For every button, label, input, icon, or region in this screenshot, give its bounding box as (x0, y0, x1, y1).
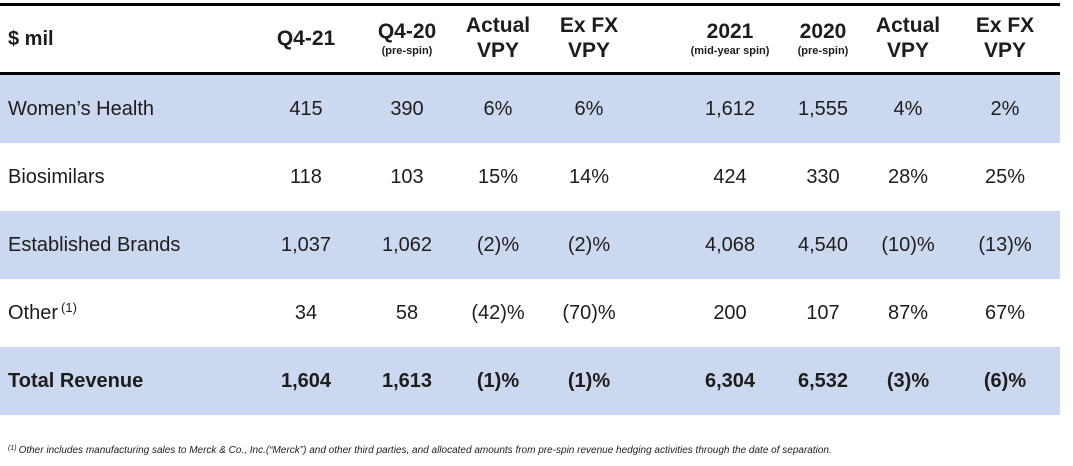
col-header-label: VPY (983, 39, 1027, 62)
unit-label: $ mil (8, 27, 54, 50)
table-row-womens-health: Women’s Health 415 390 6% 6% 1,612 1,555… (0, 75, 1060, 143)
col-header-sublabel: (pre-spin) (797, 44, 849, 57)
cell-q4-21: 34 (294, 301, 318, 324)
cell-exfx-vpy-q4: (70)% (562, 301, 616, 324)
cell-2020: 1,555 (797, 97, 849, 120)
col-header-label: 2020 (799, 20, 847, 44)
col-header-label: Q4-20 (377, 20, 437, 44)
cell-actual-vpy-fy: 87% (887, 301, 929, 324)
row-label: Established Brands (0, 234, 250, 257)
revenue-table: $ mil Q4-21 Q4-20 (pre-spin) Actual VPY … (0, 3, 1060, 415)
row-label: Biosimilars (0, 166, 250, 189)
col-header-label: Actual (465, 14, 531, 38)
row-label-superscript: (1) (61, 299, 77, 315)
col-header-actual-vpy-fy: Actual VPY (866, 14, 950, 64)
col-header-exfx-vpy-q4: Ex FX VPY (544, 14, 634, 64)
cell-actual-vpy-fy: 28% (887, 165, 929, 188)
cell-actual-vpy-q4: 15% (477, 165, 519, 188)
row-label-text: Women’s Health (8, 97, 154, 120)
cell-2020: 4,540 (797, 233, 849, 256)
table-header-row: $ mil Q4-21 Q4-20 (pre-spin) Actual VPY … (0, 6, 1060, 72)
col-header-2021: 2021 (mid-year spin) (680, 20, 780, 58)
cell-exfx-vpy-q4: 14% (568, 165, 610, 188)
table-header-rule (0, 72, 1060, 75)
cell-2021: 424 (713, 165, 747, 188)
cell-q4-21: 118 (290, 165, 322, 188)
row-label: Total Revenue (0, 370, 250, 393)
cell-exfx-vpy-fy: 2% (990, 97, 1020, 120)
cell-actual-vpy-fy: 4% (893, 97, 923, 120)
col-header-exfx-vpy-fy: Ex FX VPY (950, 14, 1060, 64)
table-row-other: Other (1) 34 58 (42)% (70)% 200 107 87% 6… (0, 279, 1060, 347)
cell-actual-vpy-q4: 6% (483, 97, 513, 120)
cell-actual-vpy-q4: (1)% (476, 369, 520, 392)
cell-q4-21: 415 (289, 97, 323, 120)
cell-q4-20: 103 (390, 165, 424, 188)
cell-q4-21: 1,037 (280, 233, 332, 256)
cell-2021: 200 (713, 301, 747, 324)
footnote: (1) Other includes manufacturing sales to… (0, 445, 1073, 456)
col-header-actual-vpy-q4: Actual VPY (452, 14, 544, 64)
cell-actual-vpy-q4: (42)% (471, 301, 525, 324)
row-label: Other (1) (0, 299, 250, 325)
col-header-label: Actual (875, 14, 941, 38)
cell-exfx-vpy-fy: 25% (984, 165, 1026, 188)
cell-2020: 330 (806, 165, 840, 188)
cell-q4-20: 58 (395, 301, 419, 324)
col-header-label: VPY (886, 39, 930, 62)
row-label-text: Established Brands (8, 233, 181, 256)
cell-exfx-vpy-fy: (6)% (983, 369, 1027, 392)
col-header-label: VPY (567, 39, 611, 62)
col-header-label: Ex FX (975, 14, 1035, 38)
col-header-label: Ex FX (559, 14, 619, 38)
col-header-sublabel: (pre-spin) (381, 44, 433, 57)
col-header-2020: 2020 (pre-spin) (780, 20, 866, 58)
cell-actual-vpy-fy: (3)% (886, 369, 930, 392)
cell-2021: 4,068 (704, 233, 756, 256)
col-header-label: Q4-21 (276, 26, 336, 50)
table-top-rule (0, 3, 1060, 6)
row-label-text: Other (8, 301, 59, 324)
cell-exfx-vpy-fy: (13)% (978, 233, 1032, 256)
cell-exfx-vpy-q4: (2)% (567, 233, 611, 256)
cell-q4-20: 1,613 (381, 369, 433, 392)
cell-2020: 107 (806, 301, 840, 324)
table-row-total-revenue: Total Revenue 1,604 1,613 (1)% (1)% 6,30… (0, 347, 1060, 415)
col-header-label: VPY (476, 39, 520, 62)
col-header-q4-21: Q4-21 (250, 27, 362, 52)
table-row-established-brands: Established Brands 1,037 1,062 (2)% (2)%… (0, 211, 1060, 279)
col-header-q4-20: Q4-20 (pre-spin) (362, 20, 452, 58)
cell-actual-vpy-q4: (2)% (476, 233, 520, 256)
col-header-label: 2021 (706, 20, 754, 44)
footnote-superscript: (1) (8, 445, 17, 452)
row-label: Women’s Health (0, 98, 250, 121)
cell-q4-21: 1,604 (280, 369, 332, 392)
cell-exfx-vpy-fy: 67% (984, 301, 1026, 324)
cell-2021: 6,304 (704, 369, 756, 392)
cell-exfx-vpy-q4: 6% (574, 97, 604, 120)
table-row-biosimilars: Biosimilars 118 103 15% 14% 424 330 28% … (0, 143, 1060, 211)
cell-actual-vpy-fy: (10)% (881, 233, 935, 256)
footnote-text: Other includes manufacturing sales to Me… (18, 445, 832, 456)
cell-q4-20: 1,062 (381, 233, 433, 256)
cell-q4-20: 390 (390, 97, 424, 120)
row-label-text: Total Revenue (8, 369, 144, 392)
cell-2020: 6,532 (797, 369, 849, 392)
cell-exfx-vpy-q4: (1)% (567, 369, 611, 392)
cell-2021: 1,612 (704, 97, 756, 120)
col-header-sublabel: (mid-year spin) (690, 44, 770, 57)
row-label-text: Biosimilars (8, 165, 105, 188)
